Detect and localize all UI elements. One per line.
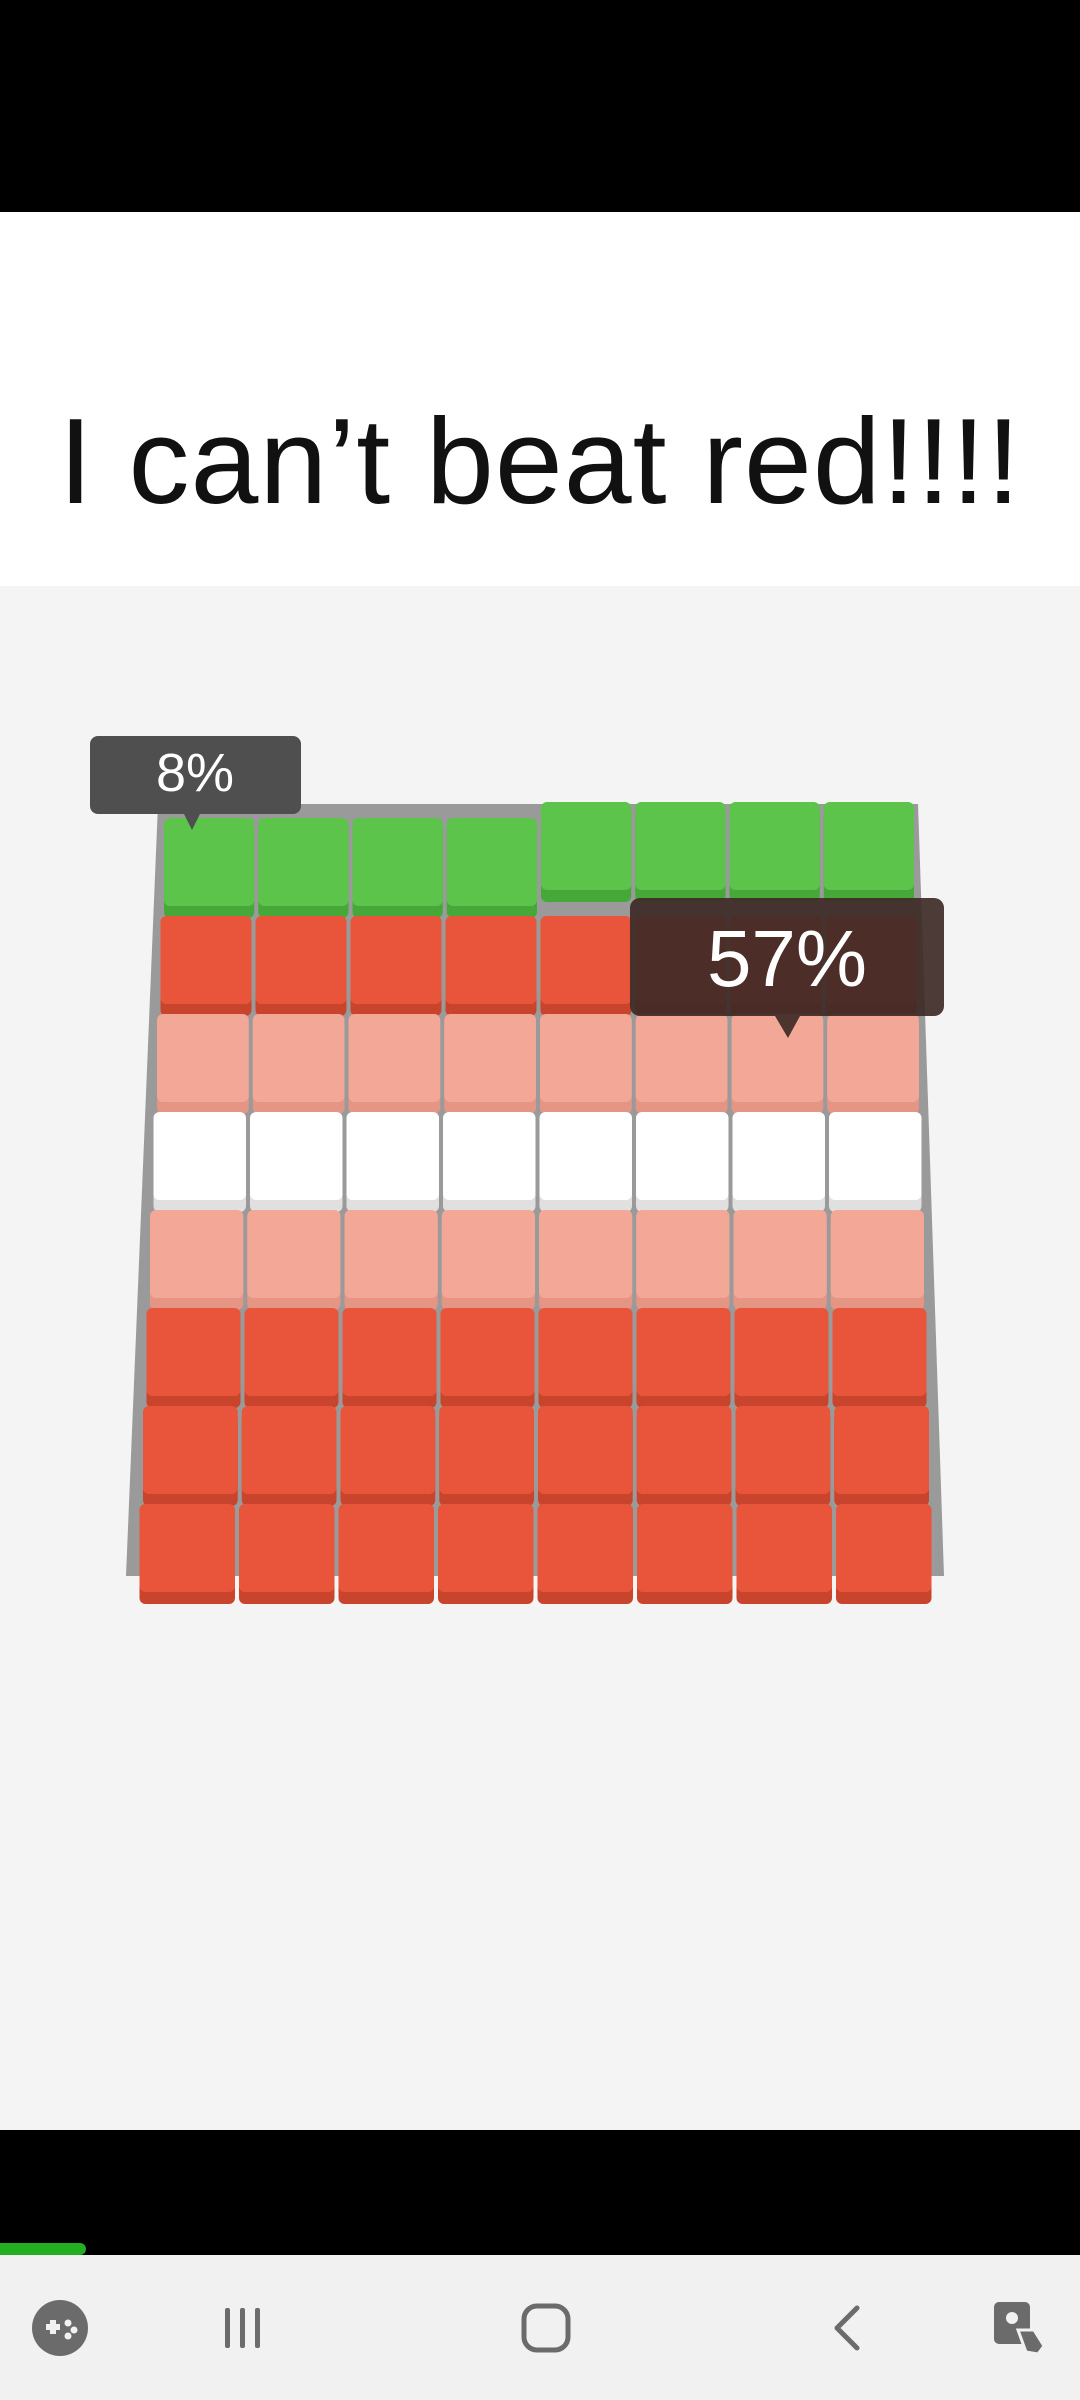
game-area[interactable]: 8% 57% (0, 586, 1080, 2130)
board-tile (832, 1308, 927, 1408)
board-tile (444, 1014, 536, 1114)
back-button[interactable] (779, 2255, 919, 2400)
board-tile (539, 1112, 632, 1212)
board-tile (540, 916, 632, 1016)
navigation-bar (0, 2255, 1080, 2400)
board-tile (636, 1112, 729, 1212)
board-tile (241, 1406, 337, 1506)
top-black-bar (0, 0, 1080, 212)
board-tile (732, 1112, 825, 1212)
board-tile (830, 1210, 924, 1310)
board-tile (446, 818, 537, 918)
board-tile (439, 1406, 534, 1506)
board-tile (247, 1210, 341, 1310)
game-launcher-button[interactable] (0, 2255, 130, 2400)
board-tile (239, 1504, 335, 1604)
board-tile (258, 818, 349, 918)
board-tile (733, 1210, 827, 1310)
recent-apps-icon (225, 2307, 260, 2348)
board-tile (539, 1210, 633, 1310)
caption-area: I can’t beat red!!!! (0, 212, 1080, 586)
board-tile (342, 1308, 437, 1408)
board-tile (635, 1014, 728, 1114)
board-tile (157, 1014, 249, 1114)
board-tile (150, 1210, 244, 1310)
screen-assist-icon (994, 2301, 1046, 2356)
board-tile (143, 1406, 238, 1506)
board-tile (823, 802, 914, 902)
video-progress-fill (0, 2243, 87, 2255)
board-tile (346, 1112, 439, 1212)
board-tile (340, 1406, 436, 1506)
board-tile (540, 1014, 632, 1114)
board-tile (834, 1406, 929, 1506)
board-tile (348, 1014, 441, 1114)
board-tile (827, 1014, 919, 1114)
board-tile (735, 1406, 831, 1506)
board-tile (443, 1112, 536, 1212)
recent-apps-button[interactable] (173, 2255, 313, 2400)
board-tile (541, 802, 632, 902)
board-tile (731, 1014, 824, 1114)
game-launcher-icon (32, 2299, 88, 2356)
board-tile (146, 1308, 241, 1408)
board-tile (352, 818, 443, 918)
board-tile (637, 1504, 733, 1604)
game-board[interactable]: 8% 57% (0, 586, 1080, 2130)
board-tile (636, 1406, 732, 1506)
board-tile (440, 1308, 535, 1408)
board-tile (250, 1112, 343, 1212)
board-tile (635, 802, 726, 902)
board-tile (252, 1014, 345, 1114)
caption-text: I can’t beat red!!!! (58, 393, 1022, 529)
board-tile (836, 1504, 932, 1604)
board-tile (736, 1504, 832, 1604)
board-tile (255, 916, 347, 1016)
board-tile (164, 818, 255, 918)
green-player-label: 8% (90, 736, 301, 830)
home-icon (521, 2303, 571, 2352)
board-tile (160, 916, 252, 1016)
board-tile (441, 1210, 535, 1310)
board-tile (729, 802, 820, 902)
board-tile (538, 1406, 633, 1506)
board-tile (338, 1504, 434, 1604)
board-tiles (139, 802, 932, 1604)
board-tile (734, 1308, 829, 1408)
board-tile (344, 1210, 438, 1310)
video-progress-track[interactable] (0, 2243, 1080, 2255)
board-tile (350, 916, 442, 1016)
board-tile (829, 1112, 922, 1212)
board-tile (636, 1210, 730, 1310)
board-tile (538, 1308, 633, 1408)
home-button[interactable] (476, 2255, 616, 2400)
board-tile (537, 1504, 633, 1604)
green-player-percent: 8% (156, 743, 234, 803)
board-tile (139, 1504, 235, 1604)
video-overlay-bar (0, 2130, 1080, 2255)
board-tile (636, 1308, 731, 1408)
board-tile (445, 916, 537, 1016)
red-player-label: 57% (630, 898, 944, 1038)
screen-assist-button[interactable] (950, 2255, 1080, 2400)
board-tile (438, 1504, 534, 1604)
back-icon (834, 2305, 860, 2350)
board-tile (244, 1308, 339, 1408)
red-player-percent: 57% (707, 914, 867, 1003)
board-tile (153, 1112, 246, 1212)
